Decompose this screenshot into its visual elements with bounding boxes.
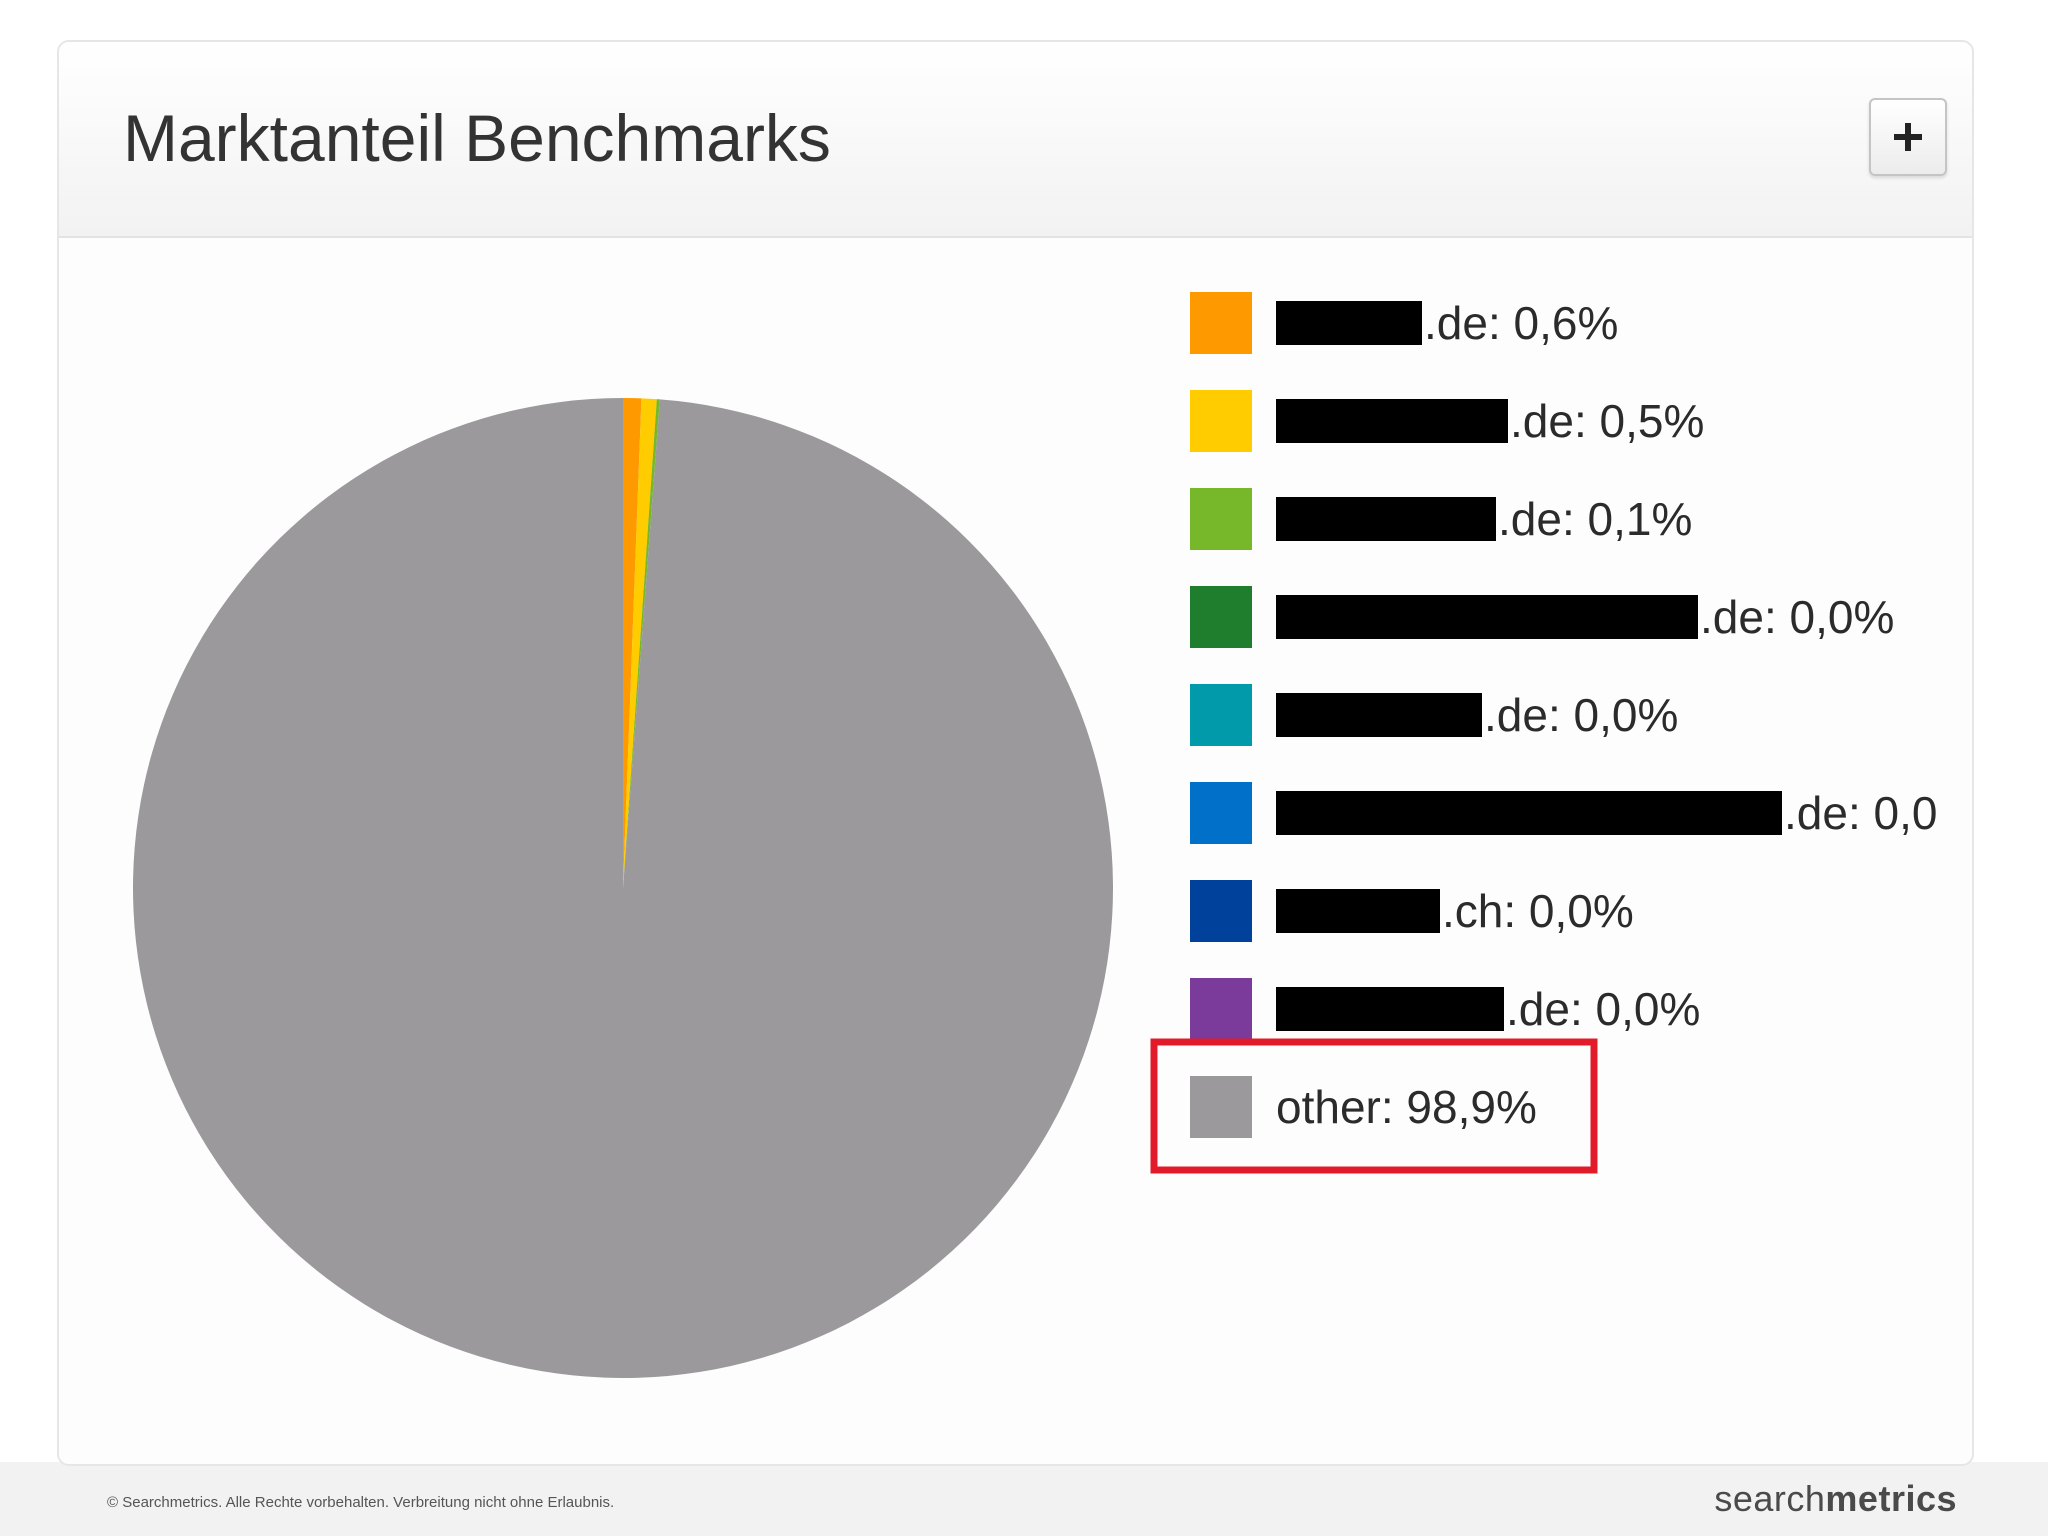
highlight-box bbox=[1150, 1038, 1598, 1174]
legend-redaction-6 bbox=[1276, 791, 1782, 835]
legend-redaction-8 bbox=[1276, 987, 1504, 1031]
legend-label-3: .de: 0,1% bbox=[1498, 493, 1692, 545]
panel-header: Marktanteil Benchmarks bbox=[59, 42, 1972, 238]
legend-swatch-2 bbox=[1190, 390, 1252, 452]
legend-swatch-7 bbox=[1190, 880, 1252, 942]
legend: .de: 0,6%.de: 0,5%.de: 0,1%.de: 0,0%.de:… bbox=[1150, 292, 1937, 1174]
legend-swatch-6 bbox=[1190, 782, 1252, 844]
legend-label-8: .de: 0,0% bbox=[1506, 983, 1700, 1035]
pie-slice-1 bbox=[623, 398, 642, 888]
logo-light-part: search bbox=[1714, 1478, 1826, 1519]
legend-label-6: .de: 0,0 bbox=[1784, 787, 1937, 839]
pie-slice-3 bbox=[623, 399, 660, 888]
legend-swatch-9 bbox=[1190, 1076, 1252, 1138]
copyright-notice: © Searchmetrics. Alle Rechte vorbehalten… bbox=[107, 1494, 615, 1511]
panel-title: Marktanteil Benchmarks bbox=[123, 101, 831, 175]
legend-label-7: .ch: 0,0% bbox=[1442, 885, 1634, 937]
legend-redaction-5 bbox=[1276, 693, 1482, 737]
legend-swatch-3 bbox=[1190, 488, 1252, 550]
legend-swatch-8 bbox=[1190, 978, 1252, 1040]
legend-redaction-1 bbox=[1276, 301, 1422, 345]
legend-label-4: .de: 0,0% bbox=[1700, 591, 1894, 643]
pie-slice-2 bbox=[623, 398, 657, 888]
plus-icon bbox=[1894, 123, 1922, 151]
legend-redaction-7 bbox=[1276, 889, 1440, 933]
pie-slices bbox=[132, 398, 1113, 1378]
legend-label-5: .de: 0,0% bbox=[1484, 689, 1678, 741]
legend-label-2: .de: 0,5% bbox=[1510, 395, 1704, 447]
searchmetrics-logo: searchmetrics bbox=[1714, 1478, 1957, 1520]
expand-button[interactable] bbox=[1869, 98, 1947, 176]
legend-redaction-3 bbox=[1276, 497, 1496, 541]
logo-bold-part: metrics bbox=[1825, 1478, 1957, 1519]
legend-swatch-1 bbox=[1190, 292, 1252, 354]
legend-label-1: .de: 0,6% bbox=[1424, 297, 1618, 349]
pie-slice-9 bbox=[132, 398, 1113, 1378]
legend-swatch-4 bbox=[1190, 586, 1252, 648]
footer-band bbox=[0, 1462, 2048, 1536]
legend-swatch-5 bbox=[1190, 684, 1252, 746]
legend-redaction-4 bbox=[1276, 595, 1698, 639]
legend-label-9: other: 98,9% bbox=[1276, 1081, 1537, 1133]
legend-redaction-2 bbox=[1276, 399, 1508, 443]
